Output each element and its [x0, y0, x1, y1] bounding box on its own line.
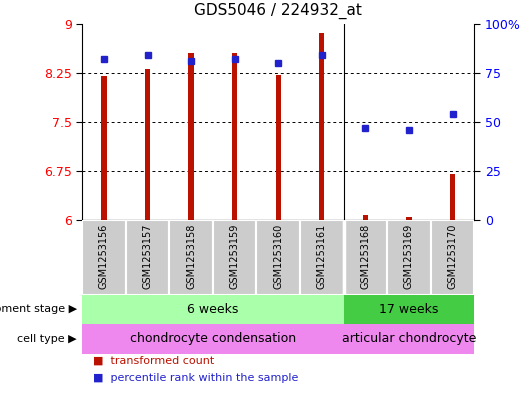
Text: GSM1253161: GSM1253161	[317, 224, 327, 289]
Bar	[319, 33, 324, 220]
Bar	[276, 75, 281, 220]
Bar	[189, 53, 193, 220]
Text: ■  transformed count: ■ transformed count	[93, 356, 214, 365]
Bar	[387, 220, 431, 295]
Bar	[169, 220, 213, 295]
Bar	[343, 295, 474, 324]
Text: chondrocyte condensation: chondrocyte condensation	[130, 332, 296, 345]
Bar	[101, 76, 107, 220]
Bar	[82, 295, 343, 324]
Text: GSM1253170: GSM1253170	[447, 224, 457, 289]
Text: GSM1253160: GSM1253160	[273, 224, 283, 289]
Bar	[82, 220, 126, 295]
Bar	[450, 174, 455, 220]
Text: ■  percentile rank within the sample: ■ percentile rank within the sample	[93, 373, 298, 383]
Text: GSM1253157: GSM1253157	[143, 224, 153, 289]
Text: GSM1253156: GSM1253156	[99, 224, 109, 289]
Text: 6 weeks: 6 weeks	[187, 303, 239, 316]
Bar	[431, 220, 474, 295]
Text: GSM1253159: GSM1253159	[229, 224, 240, 289]
Bar	[82, 324, 343, 354]
Text: articular chondrocyte: articular chondrocyte	[342, 332, 476, 345]
Text: 17 weeks: 17 weeks	[379, 303, 439, 316]
Bar	[145, 70, 150, 220]
Text: development stage ▶: development stage ▶	[0, 305, 77, 314]
Text: GSM1253158: GSM1253158	[186, 224, 196, 289]
Text: GSM1253168: GSM1253168	[360, 224, 370, 289]
Bar	[300, 220, 343, 295]
Bar	[407, 217, 412, 220]
Bar	[213, 220, 257, 295]
Text: cell type ▶: cell type ▶	[17, 334, 77, 344]
Text: GSM1253169: GSM1253169	[404, 224, 414, 289]
Bar	[257, 220, 300, 295]
Bar	[343, 220, 387, 295]
Bar	[363, 215, 368, 220]
Title: GDS5046 / 224932_at: GDS5046 / 224932_at	[195, 3, 362, 19]
Bar	[232, 53, 237, 220]
Bar	[126, 220, 169, 295]
Bar	[343, 324, 474, 354]
